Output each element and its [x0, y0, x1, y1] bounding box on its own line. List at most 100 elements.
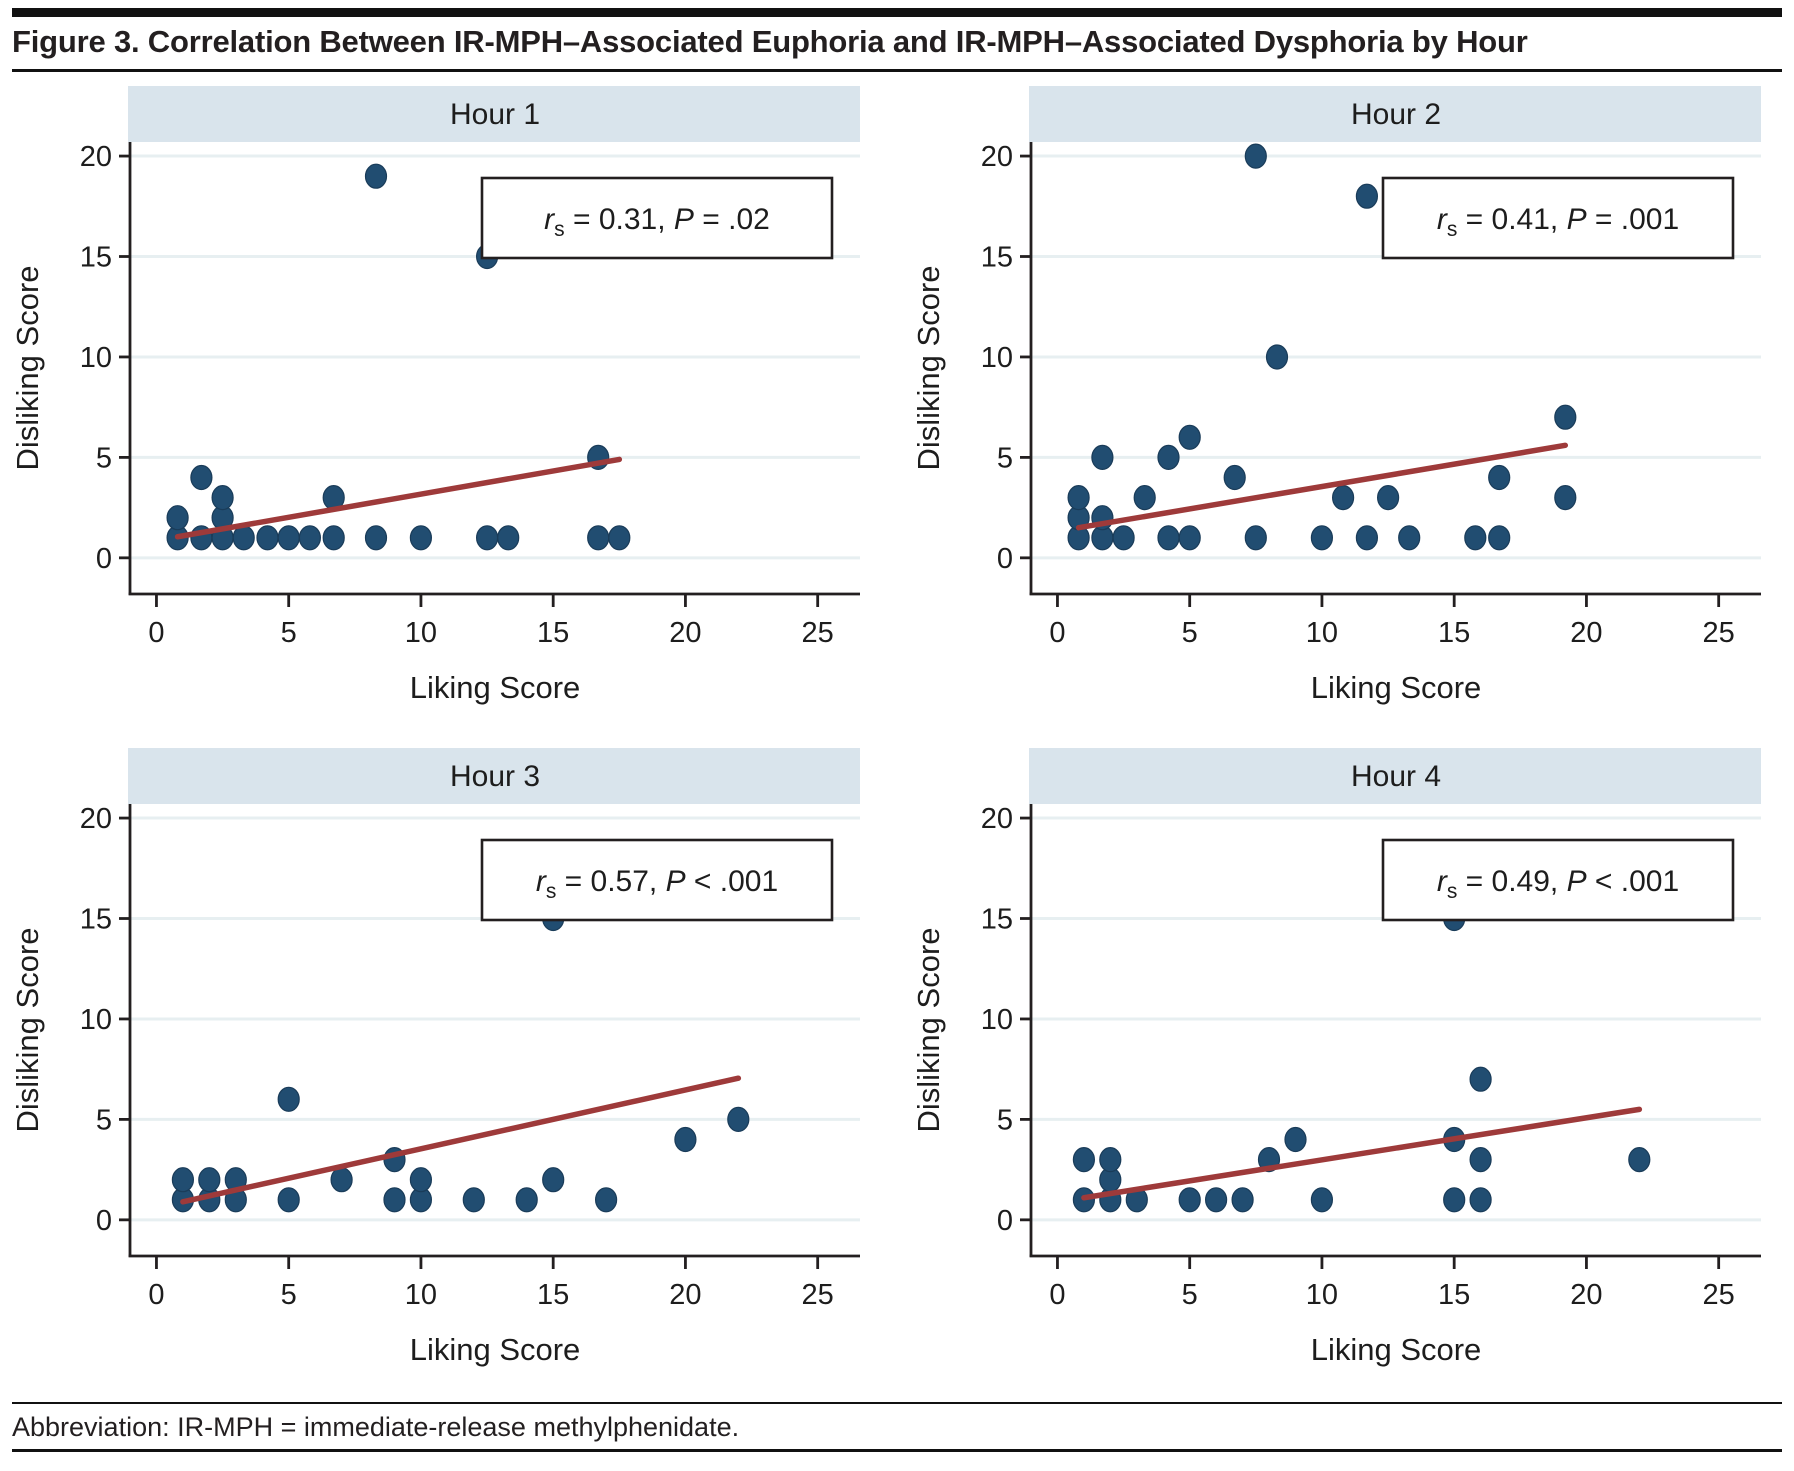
- x-axis-title: Liking Score: [410, 670, 581, 705]
- data-point: [1443, 1187, 1466, 1213]
- y-tick-label: 10: [80, 1004, 112, 1036]
- data-point: [1112, 525, 1135, 551]
- figure-title: Figure 3. Correlation Between IR-MPH–Ass…: [12, 24, 1528, 59]
- data-point: [1284, 1126, 1307, 1153]
- data-point: [1469, 1066, 1492, 1092]
- y-tick-label: 15: [80, 242, 112, 274]
- data-point: [1469, 1187, 1492, 1213]
- panel-hour-4: Hour 4 0 5 10 15 20 0 5 10 15 20 25 Liking Score Disl…: [909, 748, 1786, 1396]
- y-tick-label: 15: [80, 904, 112, 936]
- data-point: [587, 525, 610, 551]
- x-tick-label: 15: [537, 617, 569, 649]
- panel-grid: Hour 1 0 5 10 15 20 0 5 10 15 20 25 Liking Score Disl…: [0, 86, 1794, 1396]
- data-point: [1464, 525, 1487, 551]
- y-tick-label: 15: [981, 242, 1013, 274]
- y-tick-label: 20: [981, 141, 1013, 173]
- x-tick-label: 10: [1306, 617, 1338, 649]
- x-tick-label: 25: [802, 1279, 834, 1311]
- data-point: [1265, 344, 1289, 370]
- panel-title: Hour 4: [1351, 760, 1441, 793]
- stats-box: [1381, 838, 1735, 922]
- y-tick-label: 0: [997, 543, 1013, 575]
- data-point: [1244, 143, 1267, 169]
- panel-hour-1: Hour 1 0 5 10 15 20 0 5 10 15 20 25 Liking Score Disl…: [8, 86, 885, 734]
- data-point: [166, 505, 189, 531]
- data-point: [1310, 525, 1333, 551]
- title-rule: [12, 69, 1782, 72]
- x-tick-label: 0: [1049, 617, 1065, 649]
- data-point: [277, 1086, 300, 1112]
- panel-header-band: [128, 748, 860, 804]
- stats-box: [480, 176, 834, 260]
- data-point: [542, 1167, 565, 1193]
- data-point: [1072, 1147, 1095, 1173]
- data-point: [594, 1187, 618, 1213]
- panel-hour-2: Hour 2 0 5 10 15 20 0 5 10 15 20 25 Liking Score Disl…: [909, 86, 1786, 734]
- scatter-plot: Hour 2 0 5 10 15 20 0 5 10 15 20 25 Liking Score Disl…: [911, 86, 1761, 705]
- x-tick-label: 20: [669, 1279, 701, 1311]
- footnote-rule-bottom: [12, 1449, 1782, 1452]
- data-point: [1355, 525, 1378, 551]
- x-tick-label: 15: [1438, 1279, 1470, 1311]
- data-point: [364, 525, 388, 551]
- x-axis-title: Liking Score: [1311, 1332, 1482, 1367]
- data-point: [211, 485, 234, 511]
- data-point: [1488, 525, 1511, 551]
- y-tick-label: 10: [80, 342, 112, 374]
- footnote-rule-top: [12, 1402, 1782, 1404]
- data-point: [298, 525, 321, 551]
- data-point: [1377, 485, 1400, 511]
- data-point: [1355, 183, 1378, 209]
- panel-hour-3: Hour 3 0 5 10 15 20 0 5 10 15 20 25 Liking Score Disl…: [8, 748, 885, 1396]
- data-point: [1133, 485, 1156, 511]
- y-tick-label: 15: [981, 904, 1013, 936]
- y-tick-label: 5: [997, 1104, 1013, 1136]
- data-point: [1244, 525, 1267, 551]
- y-tick-label: 10: [981, 342, 1013, 374]
- x-tick-label: 15: [1438, 617, 1470, 649]
- data-point: [198, 1167, 221, 1193]
- scatter-plot: Hour 4 0 5 10 15 20 0 5 10 15 20 25 Liking Score Disl…: [911, 748, 1761, 1367]
- x-tick-label: 0: [148, 1279, 164, 1311]
- data-point: [1628, 1147, 1651, 1173]
- x-tick-label: 5: [281, 1279, 297, 1311]
- scatter-plot: Hour 1 0 5 10 15 20 0 5 10 15 20 25 Liking Score Disl…: [10, 86, 860, 705]
- trend-line: [174, 456, 623, 540]
- data-point: [190, 464, 213, 491]
- figure-footer: Abbreviation: IR-MPH = immediate-release…: [0, 1402, 1794, 1452]
- y-tick-label: 5: [997, 442, 1013, 474]
- data-point: [476, 525, 499, 551]
- figure-header: Figure 3. Correlation Between IR-MPH–Ass…: [0, 8, 1794, 72]
- panel-header-band: [1029, 86, 1761, 142]
- x-axis-title: Liking Score: [1311, 670, 1482, 705]
- panel-title: Hour 2: [1351, 98, 1441, 131]
- data-point: [1178, 424, 1201, 450]
- stats-text: rs = 0.49, P < .001: [1437, 865, 1679, 903]
- trend-line: [180, 1075, 742, 1205]
- data-point: [515, 1187, 538, 1213]
- data-point: [497, 525, 520, 551]
- x-tick-label: 15: [537, 1279, 569, 1311]
- stats-text: rs = 0.31, P = .02: [544, 203, 770, 241]
- data-point: [409, 525, 432, 551]
- x-tick-label: 20: [1570, 617, 1602, 649]
- data-point: [232, 525, 255, 551]
- abbreviation-note: Abbreviation: IR-MPH = immediate-release…: [12, 1412, 740, 1442]
- x-tick-label: 5: [1182, 1279, 1198, 1311]
- data-point: [1554, 485, 1577, 511]
- x-tick-label: 10: [1306, 1279, 1338, 1311]
- x-tick-label: 0: [148, 617, 164, 649]
- stats-box: [1381, 176, 1735, 260]
- stats-text: rs = 0.57, P < .001: [536, 865, 778, 903]
- panel-header-band: [128, 86, 860, 142]
- data-point: [1157, 444, 1180, 470]
- y-tick-label: 10: [981, 1004, 1013, 1036]
- x-tick-label: 25: [802, 617, 834, 649]
- data-point: [383, 1187, 406, 1213]
- trend-line: [1075, 442, 1569, 531]
- data-point: [1398, 525, 1421, 551]
- y-tick-label: 20: [981, 803, 1013, 835]
- stats-text: rs = 0.41, P = .001: [1437, 203, 1679, 241]
- data-point: [171, 1167, 194, 1193]
- stats-box: [480, 838, 834, 922]
